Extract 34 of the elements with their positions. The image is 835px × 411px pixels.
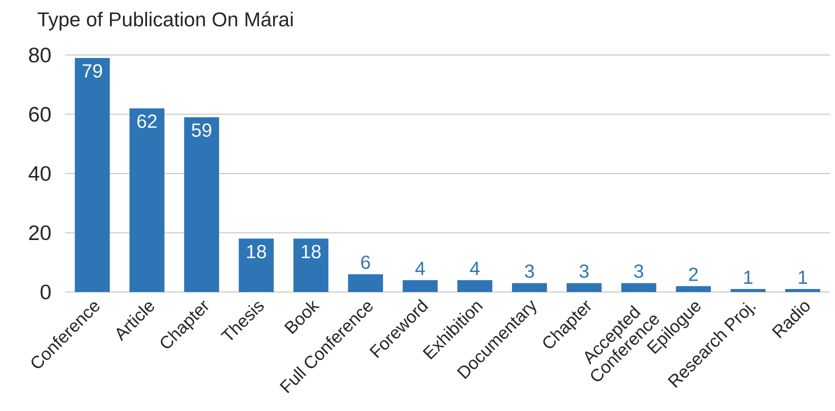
bar: [785, 289, 820, 292]
bar: [184, 117, 220, 292]
data-label: 6: [361, 256, 370, 270]
data-label: 18: [302, 244, 321, 258]
data-label: 2: [689, 268, 698, 281]
data-label: 3: [634, 264, 644, 278]
bar: [676, 286, 711, 292]
y-tick-label: 20: [29, 225, 51, 240]
data-label: 79: [82, 64, 102, 78]
bar: [730, 289, 766, 292]
bar: [402, 280, 438, 292]
chart-title: Type of Publication On Márai: [38, 12, 293, 30]
data-label: 4: [415, 262, 425, 275]
data-label: 1: [798, 270, 808, 284]
data-label: 4: [470, 262, 480, 275]
data-label: 18: [247, 244, 266, 258]
bar: [129, 108, 164, 292]
bar: [512, 283, 547, 292]
data-label: 3: [524, 264, 534, 278]
data-label: 3: [580, 264, 589, 278]
bar: [348, 274, 384, 292]
y-tick-label: 0: [40, 284, 51, 300]
data-label: 62: [137, 114, 157, 128]
bar: [621, 283, 656, 292]
bar: [293, 238, 328, 292]
y-tick-label: 80: [29, 48, 51, 62]
bar: [238, 238, 274, 292]
bar: [457, 280, 492, 292]
bar: [566, 283, 602, 292]
y-tick-label: 60: [29, 106, 51, 122]
bar: [74, 58, 110, 292]
data-label: 1: [744, 270, 752, 284]
data-label: 59: [192, 123, 212, 137]
y-tick-label: 40: [28, 166, 51, 181]
